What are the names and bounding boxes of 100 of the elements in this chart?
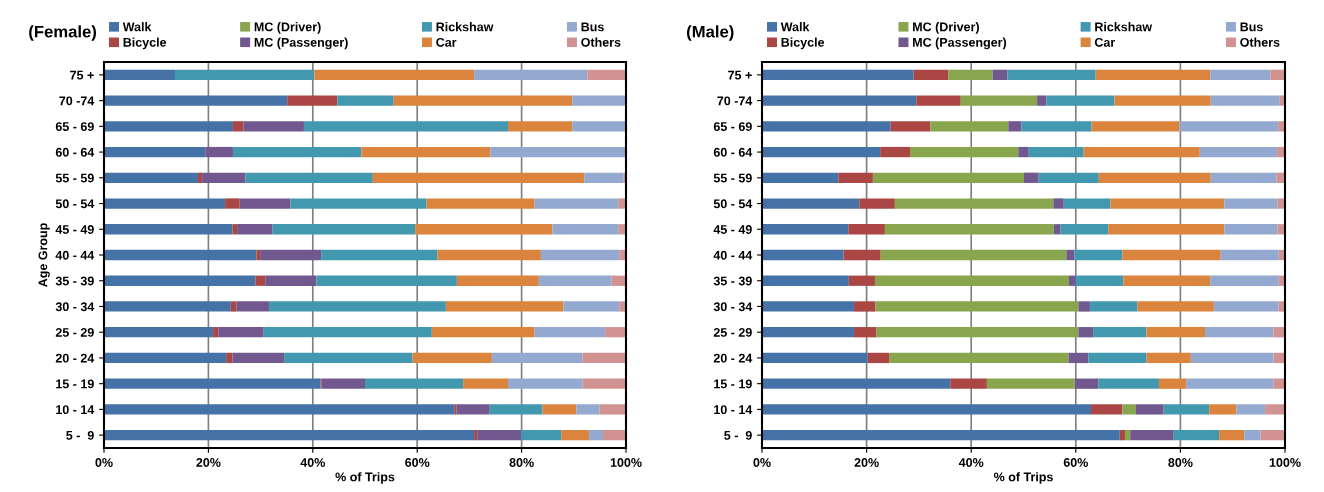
- bar: [1244, 429, 1261, 441]
- bar: [1199, 146, 1278, 158]
- bar: [540, 249, 620, 261]
- bar: [226, 352, 233, 364]
- bar: [762, 146, 881, 158]
- bar: [572, 121, 626, 132]
- bar: [104, 146, 206, 158]
- bar: [1213, 301, 1279, 312]
- bar: [1146, 352, 1191, 364]
- legend-label: Bus: [1240, 22, 1263, 32]
- bar: [316, 275, 457, 286]
- x-tick-label: 80%: [1168, 458, 1193, 467]
- y-tick-label: 25 - 29: [713, 328, 752, 337]
- bar: [1190, 352, 1274, 364]
- bar: [1110, 198, 1225, 209]
- bar: [1063, 198, 1111, 209]
- bar: [854, 301, 876, 312]
- y-tick-label: 75 +: [70, 70, 94, 80]
- y-tick-label: 65 - 69: [713, 122, 752, 131]
- bar: [508, 378, 583, 389]
- bar: [174, 69, 315, 81]
- bar: [762, 352, 868, 364]
- bar: [1210, 69, 1271, 81]
- bar: [986, 378, 1075, 389]
- bar: [104, 429, 475, 441]
- bar: [1066, 249, 1075, 261]
- bar: [445, 301, 564, 312]
- bar: [104, 301, 231, 312]
- bar: [437, 249, 541, 261]
- bar: [762, 95, 917, 106]
- bar: [1158, 378, 1187, 389]
- bar: [854, 327, 877, 338]
- y-tick-label: 10 - 14: [56, 405, 95, 415]
- bar: [321, 378, 365, 389]
- y-tick-label: 20 - 24: [55, 353, 95, 363]
- bar: [762, 249, 844, 261]
- y-tick-label: 45 - 49: [713, 225, 752, 234]
- bar: [859, 198, 895, 209]
- bar: [1273, 327, 1285, 338]
- bar: [1091, 121, 1180, 132]
- bar: [1224, 224, 1278, 235]
- legend-label: Bus: [581, 22, 604, 32]
- legend-label: Bicycle: [123, 37, 167, 50]
- bar: [205, 146, 233, 158]
- bar: [239, 198, 291, 209]
- legend-label: Car: [436, 37, 457, 47]
- bar: [587, 69, 626, 81]
- bar: [303, 121, 509, 132]
- bar: [225, 198, 240, 209]
- x-tick-label: 20%: [196, 458, 221, 467]
- bar: [104, 378, 321, 389]
- bar: [992, 69, 1008, 81]
- y-tick-label: 70 -74: [59, 96, 95, 106]
- bar: [490, 146, 626, 158]
- y-tick-label: 15 - 19: [714, 379, 752, 389]
- bar: [1078, 327, 1094, 338]
- bar: [534, 198, 619, 209]
- bar: [880, 146, 911, 158]
- x-tick-label: 100%: [1269, 458, 1301, 467]
- bar: [1074, 249, 1123, 261]
- bar: [584, 172, 624, 183]
- bar: [104, 69, 175, 81]
- bar: [894, 198, 1054, 209]
- bar: [762, 172, 839, 183]
- bar: [1088, 352, 1147, 364]
- bar: [489, 404, 543, 415]
- x-axis-title: % of Trips: [335, 472, 395, 484]
- bar: [104, 95, 288, 106]
- bar: [268, 301, 446, 312]
- bar: [1098, 172, 1211, 183]
- bar: [1130, 429, 1174, 441]
- bar: [1090, 404, 1123, 415]
- y-tick-label: 55 - 59: [55, 173, 94, 183]
- bar: [884, 224, 1054, 235]
- y-tick-label: 30 - 34: [55, 302, 95, 312]
- legend-label: Others: [1240, 37, 1280, 47]
- bar: [876, 327, 1079, 338]
- legend-label: Walk: [780, 22, 810, 32]
- y-tick-label: 30 - 34: [713, 302, 753, 312]
- bar: [1119, 429, 1125, 441]
- bar: [197, 172, 203, 183]
- bar: [534, 327, 606, 338]
- y-tick-label: 60 - 64: [713, 147, 753, 157]
- bar: [202, 172, 246, 183]
- bar: [872, 172, 1025, 183]
- bar: [619, 301, 626, 312]
- bar: [236, 301, 269, 312]
- bar: [1270, 69, 1285, 81]
- x-tick-label: 0%: [753, 458, 771, 467]
- bar: [245, 172, 373, 183]
- bar: [843, 249, 881, 261]
- legend-label: MC (Passenger): [254, 37, 348, 50]
- bar: [272, 224, 416, 235]
- bar: [1068, 352, 1089, 364]
- legend-label: MC (Driver): [254, 22, 321, 34]
- bar: [1037, 95, 1047, 106]
- x-tick-label: 40%: [958, 458, 984, 467]
- bar: [1146, 327, 1205, 338]
- x-tick-label: 0%: [95, 458, 113, 467]
- y-tick-label: 5 - 9: [724, 430, 752, 440]
